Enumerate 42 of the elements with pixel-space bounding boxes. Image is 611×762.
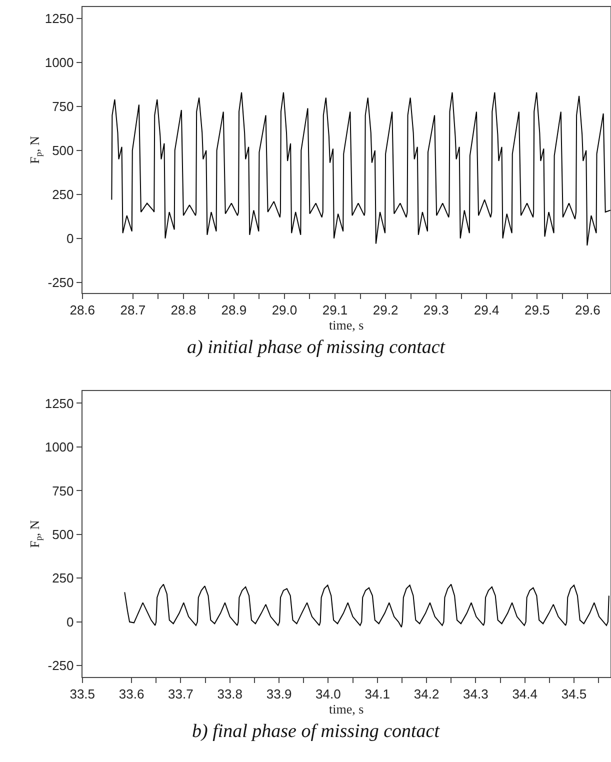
y-tick-label: 1250 bbox=[44, 11, 74, 26]
x-tick-label: 28.6 bbox=[70, 302, 96, 318]
x-tick-label: 34.3 bbox=[463, 686, 488, 702]
x-tick-label: 34.2 bbox=[414, 686, 440, 702]
y-tick-label: 0 bbox=[66, 614, 74, 630]
text: b) final phase of missing contact bbox=[192, 721, 440, 742]
y-tick-label: 1000 bbox=[44, 55, 74, 70]
x-tick-label: 34.4 bbox=[512, 686, 538, 702]
x-tick-label: 29.3 bbox=[423, 302, 449, 318]
text: a) initial phase of missing contact bbox=[187, 337, 446, 358]
line-series bbox=[124, 584, 610, 628]
x-tick-label: 28.9 bbox=[221, 302, 247, 318]
y-tick-label: 250 bbox=[52, 570, 74, 586]
x-tick-label: 28.7 bbox=[120, 302, 146, 318]
y-tick-label: 1000 bbox=[44, 440, 74, 455]
x-tick-label: 33.9 bbox=[266, 686, 292, 702]
x-tick-label: 28.8 bbox=[170, 302, 196, 318]
y-tick-label: 0 bbox=[66, 230, 74, 246]
x-tick-label: 33.5 bbox=[70, 686, 96, 702]
x-tick-label: 29.2 bbox=[372, 302, 398, 318]
x-tick-label: 33.7 bbox=[168, 686, 194, 702]
x-tick-label: 29.0 bbox=[272, 302, 298, 318]
x-tick-label: 29.4 bbox=[474, 302, 500, 318]
x-tick-label: 34.5 bbox=[561, 686, 587, 702]
x-tick-label: 34.0 bbox=[316, 686, 341, 702]
x-axis-title: time, s bbox=[329, 702, 364, 717]
y-tick-label: 750 bbox=[52, 98, 74, 114]
x-tick-label: 29.1 bbox=[322, 302, 348, 318]
x-tick-label: 33.8 bbox=[217, 686, 243, 702]
y-tick-label: 250 bbox=[52, 186, 74, 202]
line-series bbox=[111, 92, 610, 246]
y-tick-label: 750 bbox=[52, 483, 74, 498]
x-tick-label: 34.1 bbox=[364, 686, 390, 702]
x-axis-title: time, s bbox=[329, 318, 364, 333]
x-tick-label: 29.5 bbox=[524, 302, 550, 318]
y-tick-label: 1250 bbox=[44, 396, 74, 411]
y-tick-label: -250 bbox=[48, 274, 74, 290]
y-tick-label: 500 bbox=[52, 526, 74, 542]
y-tick-label: -250 bbox=[48, 658, 74, 674]
x-tick-label: 29.6 bbox=[575, 302, 600, 318]
y-tick-label: 500 bbox=[52, 142, 74, 158]
x-tick-label: 33.6 bbox=[118, 686, 144, 702]
